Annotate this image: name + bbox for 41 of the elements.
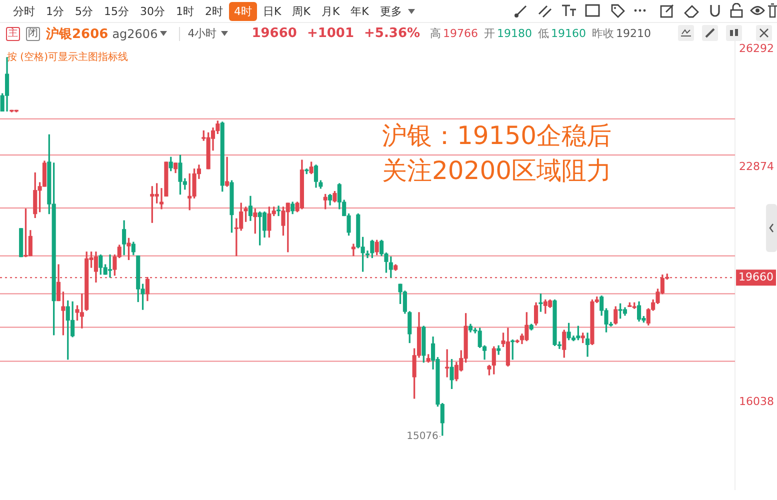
text: 15分: [103, 4, 130, 20]
text: 5分: [74, 4, 94, 20]
text: 年K: [350, 4, 370, 20]
annotation: 关注20200区域阻力: [382, 155, 612, 187]
chart-subtitle: ag2606: [112, 26, 158, 40]
annotation: 19766: [443, 27, 478, 40]
candlestick: [225, 156, 230, 187]
text: 闭: [26, 26, 40, 40]
text: 30分: [139, 4, 166, 20]
annotation: 低: [538, 26, 550, 41]
annotation: 19160: [551, 27, 586, 40]
annotation: +5.36%: [364, 26, 420, 41]
ref-line-label: 19660: [738, 270, 774, 284]
candlestick: [351, 244, 356, 256]
annotation: 19660: [252, 26, 297, 41]
annotation: 4小时: [188, 26, 217, 41]
text: 分时: [12, 4, 36, 20]
annotation: 高: [430, 26, 442, 41]
text: 4时: [229, 2, 257, 20]
y-tick-label: 16038: [739, 395, 774, 408]
y-tick-label: 26292: [739, 42, 774, 56]
chart-title: 沪银2606: [46, 26, 108, 42]
candlestick: [586, 332, 590, 357]
text: 月K: [320, 4, 341, 20]
annotation: 19210: [616, 27, 652, 40]
annotation: 昨收: [592, 26, 614, 41]
text: 周K: [291, 4, 312, 20]
annotation: 开: [484, 26, 496, 41]
annotation: +1001: [306, 26, 354, 41]
text: 1分: [45, 4, 65, 20]
text: 日K: [262, 4, 282, 20]
text: 2时: [204, 4, 224, 20]
y-tick-label: 22874: [739, 160, 774, 173]
annotation: 15076: [406, 431, 438, 442]
annotation: 沪银：19150企稳后: [382, 120, 612, 152]
annotation: 19180: [497, 27, 532, 40]
annotation: 按 (空格)可显示主图指标线: [7, 50, 128, 64]
text: 更多: [378, 4, 403, 20]
text: 1时: [175, 4, 195, 20]
candlestick: [108, 254, 112, 278]
text: 主: [6, 26, 20, 40]
